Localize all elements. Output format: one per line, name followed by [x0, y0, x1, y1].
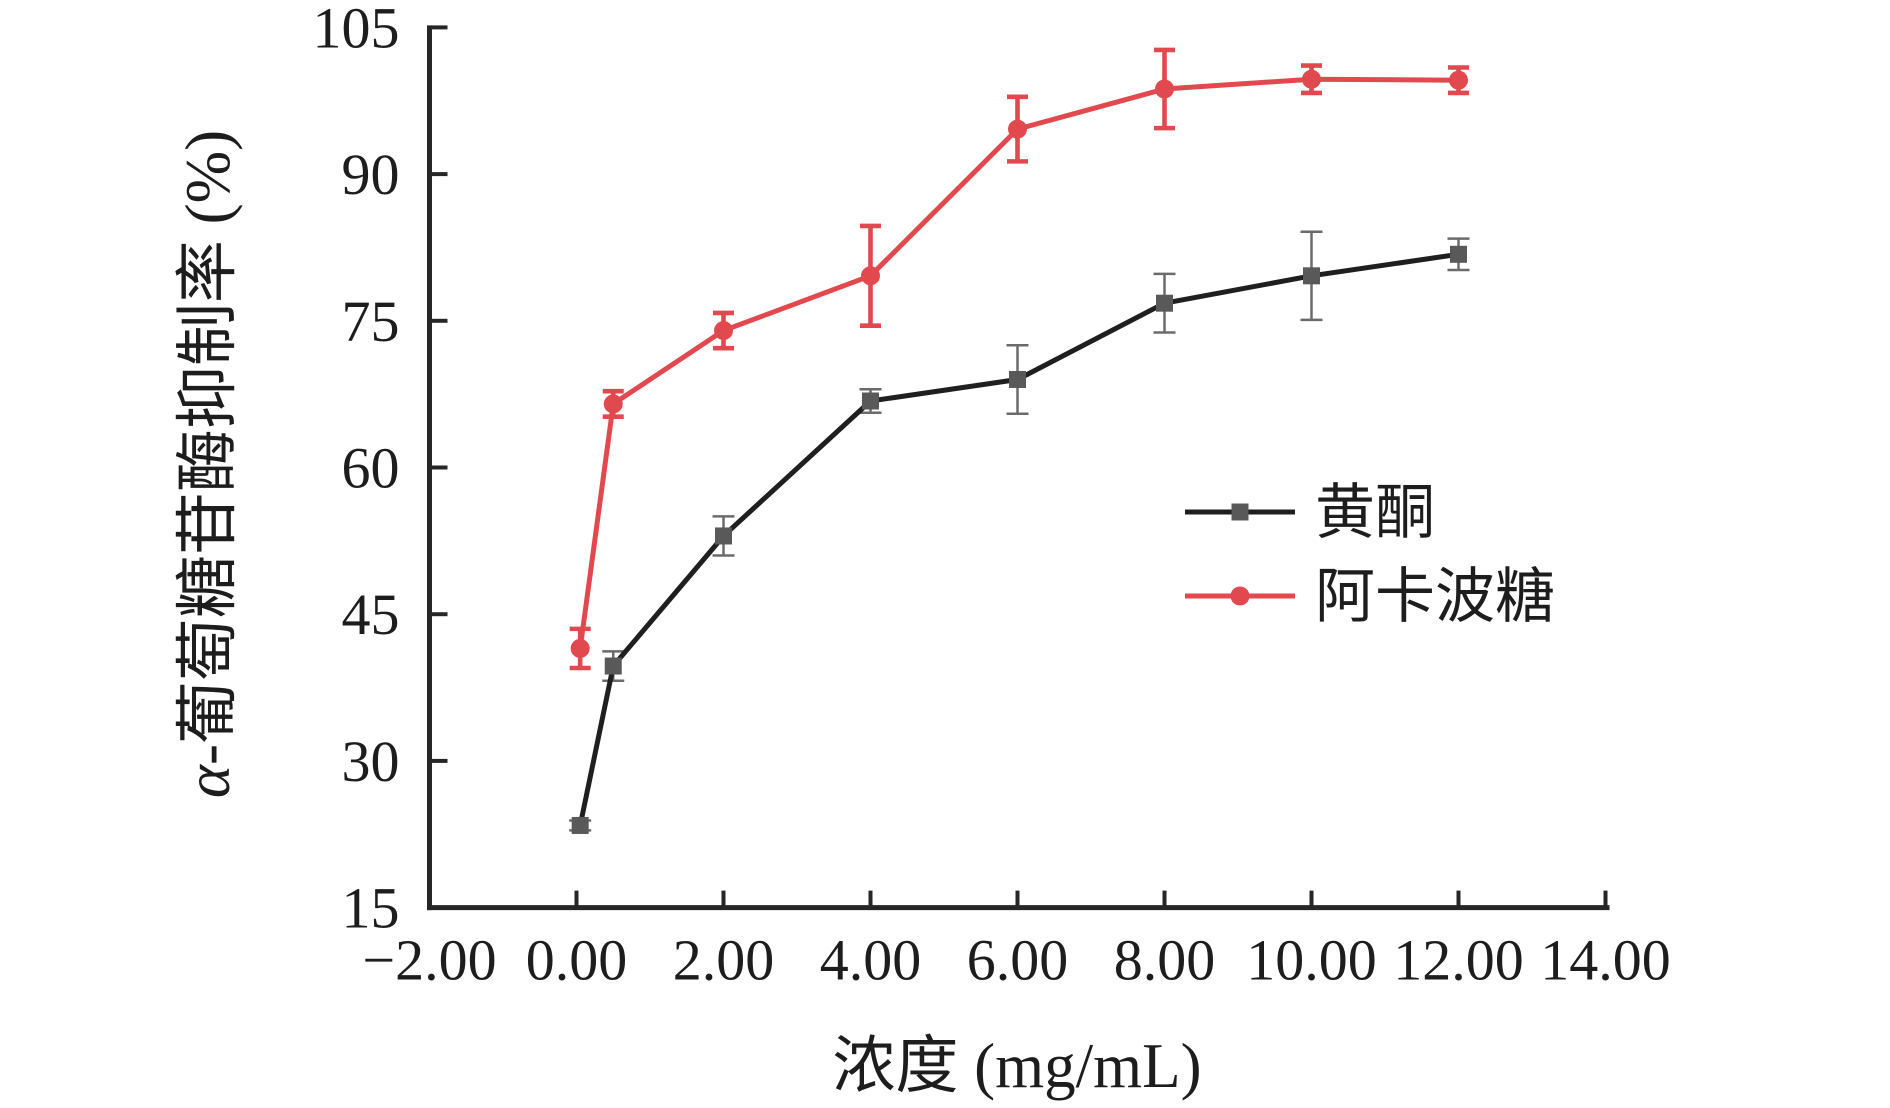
y-axis-title-rest: -葡萄糖苷酶抑制率 (%) [173, 130, 243, 765]
y-tick-label: 105 [313, 0, 400, 60]
legend-label-flavone: 黄酮 [1315, 480, 1435, 546]
x-tick-label: −2.00 [362, 928, 496, 993]
y-tick-label: 15 [342, 876, 400, 941]
series-lines [577, 76, 1461, 828]
y-tick-label: 60 [342, 436, 400, 501]
legend-circle-marker-icon [1230, 586, 1250, 606]
legend-item-flavone: 黄酮 [1185, 480, 1435, 546]
x-axis-title: 浓度 (mg/mL) [832, 1031, 1201, 1101]
y-tick-labels: 15 30 45 60 75 90 105 [313, 0, 400, 941]
y-tick-label: 30 [342, 729, 400, 794]
y-tick-label: 90 [342, 142, 400, 207]
legend: 黄酮 阿卡波糖 [1185, 480, 1555, 630]
legend-item-acarbose: 阿卡波糖 [1185, 564, 1555, 630]
y-axis-title-alpha: α [173, 763, 243, 798]
x-tick-label: 14.00 [1540, 928, 1671, 993]
x-tick-labels: −2.00 0.00 2.00 4.00 6.00 8.00 10.00 12.00 14.00 [362, 928, 1670, 993]
legend-label-acarbose: 阿卡波糖 [1315, 564, 1555, 630]
x-tick-label: 8.00 [1114, 928, 1216, 993]
y-tick-label: 75 [342, 289, 400, 354]
legend-square-marker-icon [1231, 503, 1249, 521]
y-tick-label: 45 [342, 582, 400, 647]
x-tick-label: 0.00 [526, 928, 628, 993]
y-axis-title: α-葡萄糖苷酶抑制率 (%) [173, 130, 243, 798]
error-bars [569, 47, 1470, 832]
series-markers [570, 69, 1468, 834]
x-tick-label: 2.00 [673, 928, 775, 993]
axes-spines [427, 25, 1610, 911]
x-tick-label: 6.00 [967, 928, 1069, 993]
axis-ticks [427, 25, 1608, 910]
x-tick-label: 12.00 [1393, 928, 1524, 993]
x-tick-label: 10.00 [1246, 928, 1377, 993]
x-tick-label: 4.00 [820, 928, 922, 993]
